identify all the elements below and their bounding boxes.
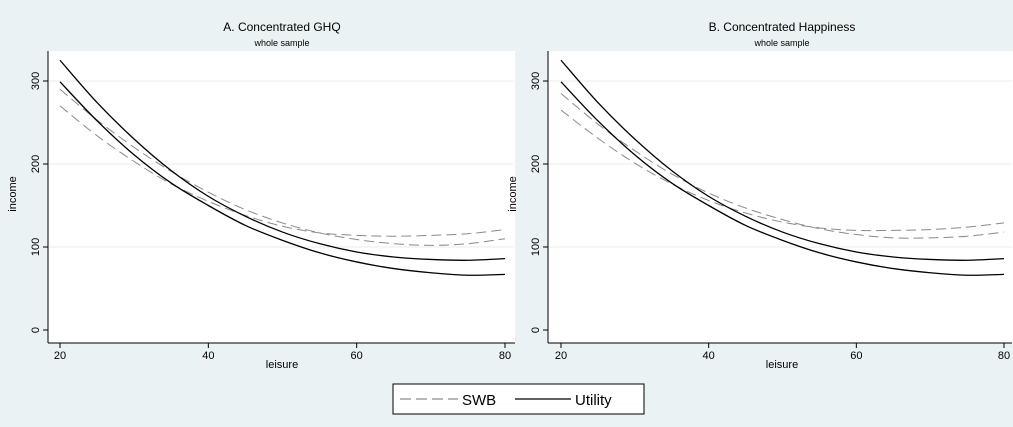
x-tick-label: 20 (54, 350, 66, 362)
y-tick-label: 0 (530, 327, 542, 333)
panel-a-subtitle: whole sample (253, 38, 309, 48)
panel-a-ticks: 0 100 200 300 20 40 60 80 (30, 72, 511, 362)
panel-b-title: B. Concentrated Happiness (709, 20, 856, 34)
legend: SWB Utility (392, 383, 645, 415)
series-line-utility-3 (560, 59, 1005, 261)
panel-b-lines (560, 59, 1005, 276)
y-tick-label: 100 (530, 238, 542, 256)
x-tick-label: 60 (351, 350, 363, 362)
panel-b-ticks: 0 100 200 300 20 40 60 80 (530, 72, 1010, 362)
panel-a-ylabel: income (7, 176, 19, 211)
x-tick-label: 40 (703, 350, 715, 362)
panel-a-title: A. Concentrated GHQ (223, 20, 340, 34)
series-line-swb-1 (59, 88, 506, 246)
panel-b-subtitle: whole sample (753, 38, 809, 48)
panel-b-grid (549, 80, 1012, 248)
x-tick-label: 80 (499, 350, 511, 362)
y-tick-label: 300 (530, 72, 542, 90)
x-tick-label: 60 (850, 350, 862, 362)
panel-b: B. Concentrated Happiness whole sample 0… (507, 20, 1013, 371)
series-line-swb-2 (59, 105, 506, 237)
x-tick-label: 40 (202, 350, 214, 362)
panel-b-plot-area (548, 51, 1013, 343)
x-tick-label: 80 (998, 350, 1010, 362)
y-tick-label: 0 (30, 327, 42, 333)
legend-utility-label: Utility (575, 392, 612, 409)
panel-b-ylabel: income (507, 176, 519, 211)
panel-b-xlabel: leisure (766, 359, 798, 371)
series-line-utility-4 (59, 81, 506, 276)
y-tick-label: 200 (530, 155, 542, 173)
y-tick-label: 100 (30, 238, 42, 256)
panel-a-plot-area (48, 51, 515, 343)
legend-swb-label: SWB (462, 392, 496, 409)
x-tick-label: 20 (555, 350, 567, 362)
panel-a: A. Concentrated GHQ whole sample 0 100 200… (7, 20, 515, 371)
series-line-utility-3 (59, 59, 506, 261)
series-line-utility-4 (560, 81, 1005, 276)
panel-a-lines (59, 59, 506, 276)
series-line-swb-1 (560, 93, 1005, 239)
panel-a-xlabel: leisure (266, 359, 298, 371)
series-line-swb-2 (560, 109, 1005, 232)
y-tick-label: 200 (30, 155, 42, 173)
y-tick-label: 300 (30, 72, 42, 90)
panel-a-grid (49, 80, 513, 248)
